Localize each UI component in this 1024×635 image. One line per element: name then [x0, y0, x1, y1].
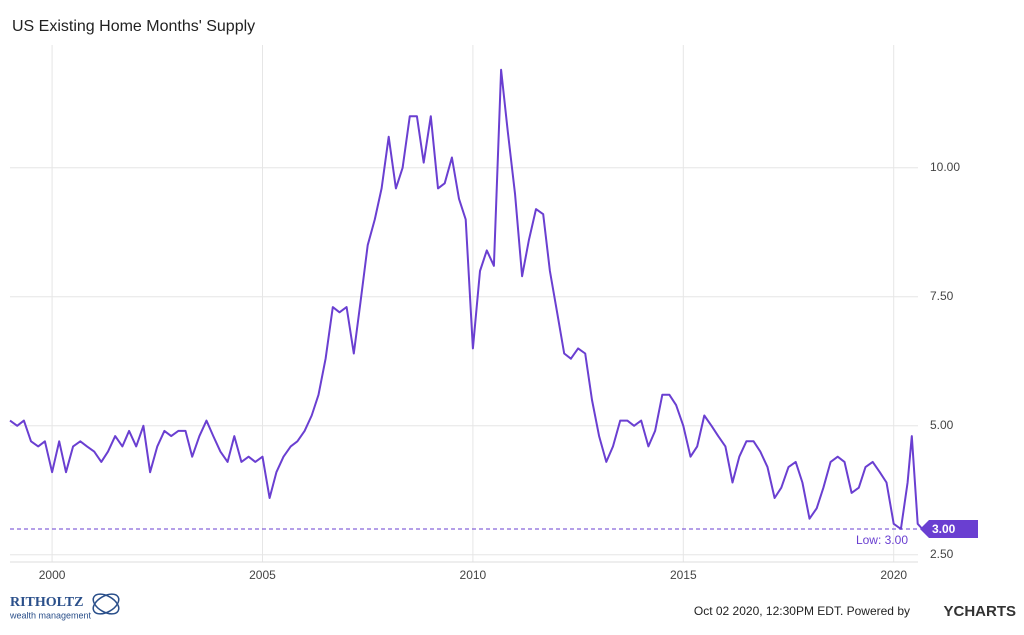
- x-tick-label: 2015: [670, 568, 697, 582]
- footer-brand: YCHARTS: [943, 603, 1016, 620]
- last-value-label: 3.00: [932, 522, 956, 536]
- footer-timestamp: Oct 02 2020, 12:30PM EDT. Powered by: [694, 604, 910, 618]
- y-tick-label: 2.50: [930, 547, 954, 561]
- logo-sub: wealth management: [9, 610, 92, 620]
- x-tick-label: 2010: [460, 568, 487, 582]
- y-tick-label: 5.00: [930, 418, 954, 432]
- last-value-badge: [920, 519, 978, 538]
- x-tick-label: 2005: [249, 568, 276, 582]
- x-tick-label: 2020: [880, 568, 907, 582]
- data-line: [9, 68, 924, 530]
- logo-ring: [92, 593, 120, 615]
- x-tick-label: 2000: [39, 568, 66, 582]
- y-tick-label: 10.00: [930, 160, 960, 174]
- low-label: Low: 3.00: [856, 533, 908, 547]
- logo-ring: [92, 593, 120, 615]
- y-tick-label: 7.50: [930, 289, 954, 303]
- ritholtz-logo: RITHOLTZ wealth management: [9, 593, 120, 620]
- logo-name: RITHOLTZ: [10, 595, 83, 610]
- chart-title: US Existing Home Months' Supply: [12, 18, 255, 35]
